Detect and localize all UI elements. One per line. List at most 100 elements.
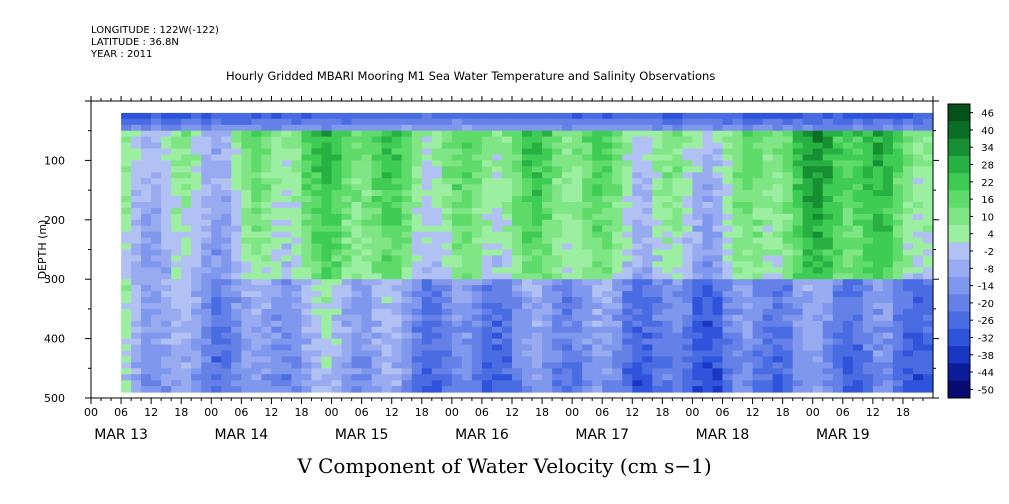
heatmap-cell [662,368,673,375]
heatmap-cell [902,154,914,161]
heatmap-cell [431,124,443,132]
heatmap-cell [602,297,613,304]
heatmap-cell [802,207,814,215]
heatmap-cell [902,136,914,144]
heatmap-cell [612,243,623,251]
heatmap-cell [291,368,303,375]
heatmap-cell [702,273,714,280]
heatmap-cell [441,338,453,346]
heatmap-cell [341,255,353,262]
heatmap-cell [702,142,714,150]
heatmap-cell [522,160,533,167]
heatmap-cell [532,362,543,369]
heatmap-cell [792,112,804,120]
heatmap-cell [782,249,794,256]
heatmap-cell [562,178,573,185]
heatmap-cell [131,261,142,268]
heatmap-cell [652,154,663,161]
heatmap-cell [391,118,403,126]
colorbar-swatch [948,104,970,122]
heatmap-cell [151,291,162,298]
heatmap-cell [341,207,353,215]
heatmap-cell [822,297,834,304]
heatmap-cell [301,291,313,298]
heatmap-cell [512,190,523,197]
heatmap-cell [622,338,633,346]
heatmap-cell [281,136,293,144]
heatmap-cell [371,148,383,155]
heatmap-cell [361,249,373,256]
heatmap-cell [291,172,303,179]
heatmap-cell [592,154,603,161]
heatmap-cell [602,202,613,209]
heatmap-cell [431,356,443,363]
heatmap-cell [471,320,483,328]
heatmap-cell [882,207,894,215]
heatmap-cell [702,231,714,239]
heatmap-cell [201,374,212,381]
heatmap-cell [371,356,383,363]
heatmap-cell [121,297,132,304]
heatmap-cell [732,124,744,132]
heatmap-cell [842,326,854,334]
heatmap-cell [371,332,383,340]
heatmap-cell [662,160,673,167]
heatmap-cell [151,196,162,203]
heatmap-cell [882,386,894,393]
heatmap-cell [913,207,924,215]
heatmap-cell [261,255,272,262]
heatmap-cell [732,350,744,357]
heatmap-cell [391,225,403,233]
heatmap-cell [862,124,874,132]
heatmap-cell [532,308,543,316]
heatmap-cell [612,279,623,286]
heatmap-cell [131,320,142,328]
heatmap-cell [271,285,282,292]
heatmap-cell [251,148,262,155]
heatmap-cell [592,184,603,191]
heatmap-cell [632,207,643,215]
heatmap-cell [391,142,403,150]
heatmap-cell [381,225,393,233]
heatmap-cell [241,118,252,126]
heatmap-cell [512,380,523,387]
heatmap-cell [742,142,754,150]
heatmap-cell [321,356,333,363]
heatmap-cell [782,118,794,126]
heatmap-cell [251,237,262,245]
heatmap-cell [682,332,693,340]
heatmap-cell [832,207,844,215]
heatmap-cell [411,172,423,179]
heatmap-cell [552,285,563,292]
heatmap-cell [662,362,673,369]
heatmap-cell [642,303,653,310]
heatmap-cell [832,261,844,268]
heatmap-cell [802,136,814,144]
heatmap-cell [662,166,673,173]
heatmap-cell [712,362,724,369]
heatmap-cell [221,368,232,375]
heatmap-cell [141,196,152,203]
heatmap-cell [842,297,854,304]
heatmap-cell [471,237,483,245]
heatmap-cell [502,178,513,185]
heatmap-cell [782,207,794,215]
heatmap-cell [241,332,252,340]
heatmap-cell [141,303,152,310]
heatmap-cell [231,136,242,144]
heatmap-cell [441,380,453,387]
heatmap-cell [913,130,924,138]
heatmap-cell [792,279,804,286]
heatmap-cell [672,166,683,173]
heatmap-cell [311,356,323,363]
heatmap-cell [772,160,784,167]
heatmap-cell [552,130,563,138]
heatmap-cell [782,308,794,316]
heatmap-cell [722,118,734,126]
heatmap-cell [401,308,413,316]
heatmap-cell [271,374,282,381]
heatmap-cell [271,142,282,150]
heatmap-cell [682,160,693,167]
heatmap-cell [321,297,333,304]
heatmap-cell [732,285,744,292]
